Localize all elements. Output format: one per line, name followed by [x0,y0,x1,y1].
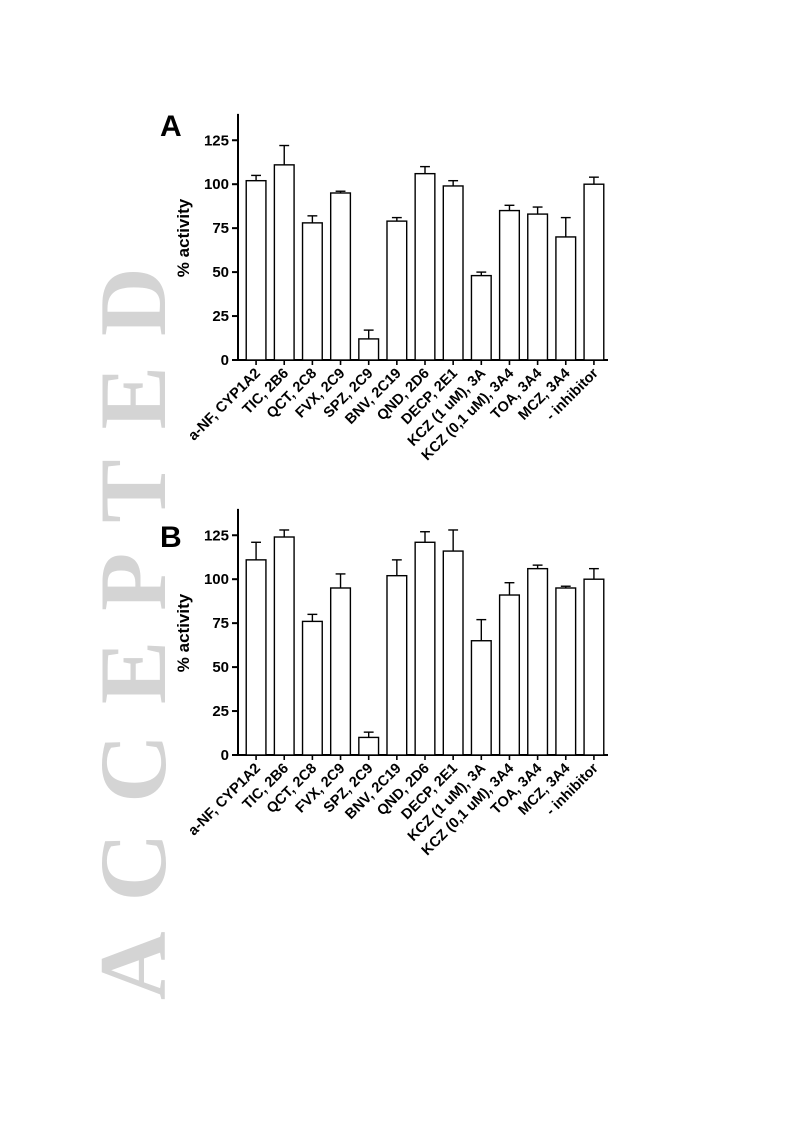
y-tick-label: 50 [212,264,229,281]
bar [414,172,436,361]
bar [555,236,577,361]
chart-panel-a: A 0 25 50 75 100 125 a-NF, CYP1A2 TIC, 2B6 QCT,… [0,100,793,500]
bar [583,183,605,361]
bar [527,567,549,756]
y-tick-label: 25 [212,703,229,720]
y-tick-label: 50 [212,659,229,676]
y-tick-label: 125 [204,132,229,149]
bar [527,213,549,361]
y-tick-label: 0 [221,747,229,764]
bar [273,164,295,361]
bar [386,220,408,361]
panel-letter: A [160,110,182,143]
y-axis-title: % activity [174,593,193,672]
y-tick-label: 100 [204,571,229,588]
bar [245,179,267,361]
y-tick-label: 100 [204,176,229,193]
bar [470,640,492,756]
bar [329,192,352,361]
bar [498,209,521,361]
bar [245,559,267,756]
bar [442,185,464,361]
bar [442,550,464,756]
y-tick-label: 75 [212,615,229,632]
y-tick-label: 0 [221,352,229,369]
bar [414,541,436,756]
bar [386,574,408,756]
bar [555,587,577,756]
bar [273,536,295,756]
panel-letter: B [160,521,182,554]
y-tick-label: 75 [212,220,229,237]
y-tick-label: 125 [204,527,229,544]
bar [470,274,492,361]
y-axis-title: % activity [174,198,193,277]
bar [498,594,521,756]
bar [301,620,323,756]
y-tick-label: 25 [212,308,229,325]
bar [358,736,380,756]
chart-panel-b: B 0 25 50 75 100 125 a-NF, CYP1A2 TIC, 2B6 QCT,… [0,495,793,895]
bar [583,578,605,756]
bar [301,222,323,361]
bar [358,338,380,361]
bar [329,587,352,756]
